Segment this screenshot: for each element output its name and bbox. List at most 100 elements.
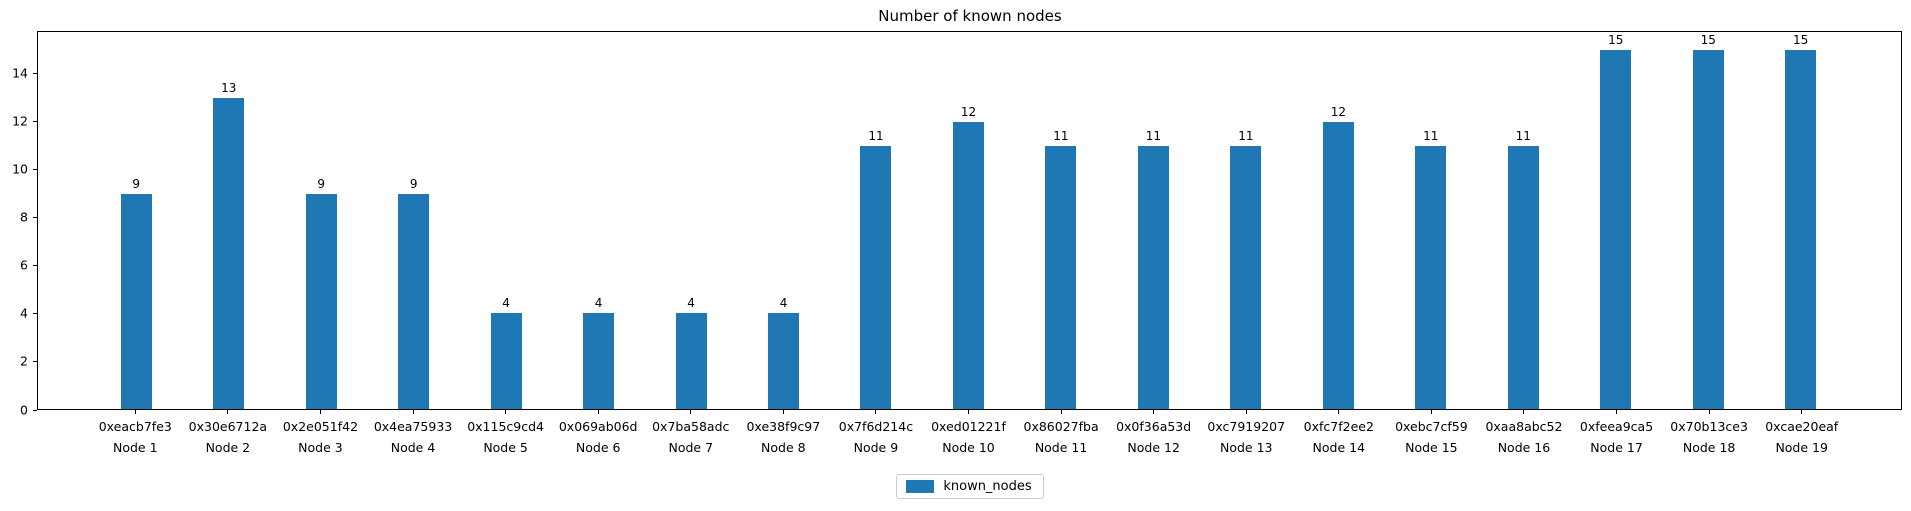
bar-value-label: 11 — [1053, 128, 1069, 143]
bar-column: 15 — [1570, 32, 1662, 409]
bar-value-label: 11 — [1515, 128, 1531, 143]
y-tick-label: 2 — [20, 353, 28, 369]
x-tick-node-label: Node 1 — [113, 440, 158, 455]
x-tick-address-label: 0xaa8abc52 — [1485, 419, 1563, 434]
bar — [952, 121, 984, 409]
x-tick: 0xcae20eaf Node 19 — [1755, 410, 1848, 455]
bar — [490, 313, 522, 409]
x-tick: 0x0f36a53d Node 12 — [1107, 410, 1200, 455]
x-tick-node-label: Node 8 — [761, 440, 806, 455]
bar-value-label: 15 — [1608, 32, 1624, 47]
x-tick-address-label: 0x70b13ce3 — [1670, 419, 1748, 434]
y-tick-label: 10 — [12, 161, 28, 177]
legend-label: known_nodes — [943, 479, 1032, 494]
x-tick: 0xed01221f Node 10 — [922, 410, 1015, 455]
bar — [120, 193, 152, 409]
bar-column: 11 — [1200, 32, 1292, 409]
bar-value-label: 11 — [1145, 128, 1162, 143]
y-tick-mark — [33, 168, 37, 170]
x-tick-address-label: 0xfc7f2ee2 — [1303, 419, 1374, 434]
x-tick-node-label: Node 5 — [483, 440, 528, 455]
y-tick-mark — [33, 265, 37, 267]
x-tick-node-label: Node 13 — [1219, 440, 1273, 455]
bar-value-label: 13 — [221, 80, 237, 95]
x-tick-address-label: 0x30e6712a — [188, 419, 268, 434]
x-tick-node-label: Node 11 — [1034, 440, 1088, 455]
x-tick-address-label: 0xfeea9ca5 — [1579, 419, 1654, 434]
x-tick: 0x115c9cd4 Node 5 — [459, 410, 552, 455]
x-tick: 0xe38f9c97 Node 8 — [737, 410, 830, 455]
y-tick-mark — [33, 120, 37, 122]
bar — [305, 193, 337, 409]
plot-area: 9 13 9 9 4 4 4 4 11 12 11 11 11 12 11 11 15 15 15 — [37, 31, 1902, 410]
bar-column: 9 — [90, 32, 182, 409]
bar — [1230, 145, 1262, 409]
bar-value-label: 4 — [594, 296, 603, 311]
y-tick-label: 12 — [12, 113, 28, 128]
x-tick-address-label: 0xcae20eaf — [1765, 419, 1839, 434]
x-tick-mark — [1430, 410, 1432, 414]
x-tick: 0x4ea75933 Node 4 — [367, 410, 460, 455]
x-tick-node-label: Node 3 — [298, 440, 343, 455]
bar — [768, 313, 800, 409]
x-tick-mark — [967, 410, 969, 414]
x-tick-mark — [505, 410, 507, 414]
x-tick-mark — [1245, 410, 1247, 414]
x-tick-mark — [412, 410, 414, 414]
x-tick: 0xc7919207 Node 13 — [1200, 410, 1293, 455]
x-tick-address-label: 0xe38f9c97 — [746, 419, 821, 434]
bar-column: 9 — [275, 32, 367, 409]
x-tick-address-label: 0xebc7cf59 — [1395, 419, 1468, 434]
bar — [675, 313, 707, 409]
x-tick-mark — [782, 410, 784, 414]
x-tick-mark — [319, 410, 321, 414]
x-tick-mark — [134, 410, 136, 414]
x-axis: 0xeacb7fe3 Node 1 0x30e6712a Node 2 0x2e051f… — [37, 410, 1902, 455]
x-tick: 0x30e6712a Node 2 — [182, 410, 275, 455]
x-tick: 0xaa8abc52 Node 16 — [1478, 410, 1571, 455]
chart-title: Number of known nodes — [878, 7, 1062, 25]
bar-value-label: 12 — [960, 104, 977, 119]
bar-value-label: 9 — [317, 176, 325, 191]
bar-value-label: 12 — [1330, 104, 1346, 119]
x-tick-address-label: 0xeacb7fe3 — [98, 419, 172, 434]
x-tick-node-label: Node 14 — [1312, 440, 1366, 455]
x-tick-mark — [1801, 410, 1803, 414]
x-tick-mark — [597, 410, 599, 414]
bar — [1600, 49, 1632, 409]
bar-column: 11 — [1015, 32, 1107, 409]
bar-column: 4 — [737, 32, 829, 409]
bar-value-label: 11 — [1238, 128, 1254, 143]
bar — [1322, 121, 1354, 409]
x-tick-mark — [1060, 410, 1062, 414]
bar — [1507, 145, 1539, 409]
bar-value-label: 15 — [1700, 32, 1716, 47]
x-tick: 0x069ab06d Node 6 — [552, 410, 645, 455]
x-tick-node-label: Node 16 — [1497, 440, 1551, 455]
bar — [860, 145, 892, 409]
y-tick-label: 6 — [20, 257, 28, 273]
legend: known_nodes — [896, 474, 1044, 499]
bar — [1415, 145, 1447, 409]
x-tick-address-label: 0x86027fba — [1023, 419, 1099, 434]
x-tick-node-label: Node 15 — [1405, 440, 1458, 455]
x-tick-mark — [1616, 410, 1618, 414]
x-tick-address-label: 0x4ea75933 — [373, 419, 453, 434]
x-tick: 0x2e051f42 Node 3 — [274, 410, 367, 455]
bar-column: 11 — [1385, 32, 1477, 409]
x-tick-address-label: 0xed01221f — [931, 419, 1006, 434]
x-tick-address-label: 0x7f6d214c — [838, 419, 914, 434]
y-tick-label: 4 — [20, 305, 28, 321]
x-tick-node-label: Node 10 — [942, 440, 995, 455]
bar-column: 11 — [830, 32, 922, 409]
x-tick: 0x86027fba Node 11 — [1015, 410, 1108, 455]
bar-column: 15 — [1754, 32, 1846, 409]
bar-column: 4 — [552, 32, 644, 409]
legend-row: known_nodes — [38, 474, 1902, 499]
bar-value-label: 9 — [409, 176, 418, 191]
x-tick-mark — [1523, 410, 1525, 414]
x-tick: 0xfc7f2ee2 Node 14 — [1293, 410, 1386, 455]
bar — [1045, 145, 1077, 409]
x-tick-node-label: Node 19 — [1775, 440, 1828, 455]
bar-column: 12 — [922, 32, 1014, 409]
